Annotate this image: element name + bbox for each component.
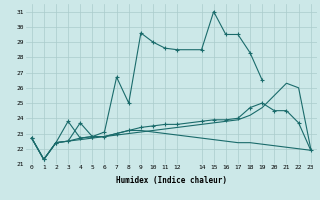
X-axis label: Humidex (Indice chaleur): Humidex (Indice chaleur) — [116, 176, 227, 185]
